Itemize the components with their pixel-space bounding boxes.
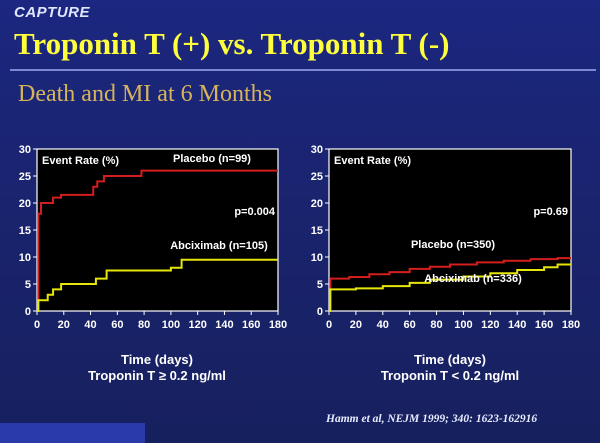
y-tick-label: 0 <box>25 306 31 318</box>
p-value-annotation: p=0.69 <box>533 206 568 218</box>
citation: Hamm et al, NEJM 1999; 340: 1623-162916 <box>326 413 538 425</box>
x-tick-label: 60 <box>111 319 123 331</box>
x-tick-label: 20 <box>350 319 362 331</box>
y-tick-label: 20 <box>19 198 31 210</box>
x-tick-label: 100 <box>162 319 180 331</box>
x-tick-label: 20 <box>58 319 70 331</box>
y-tick-label: 15 <box>19 225 31 237</box>
x-tick-label: 140 <box>215 319 233 331</box>
series-label: Abciximab (n=105) <box>170 240 268 252</box>
y-tick-label: 30 <box>19 144 31 156</box>
brand-label: CAPTURE <box>14 4 91 21</box>
slide-title: Troponin T (+) vs. Troponin T (-) <box>14 26 450 61</box>
plot-area <box>36 148 279 312</box>
plot-area <box>328 148 572 312</box>
chart-panel-2: 0 5 10 15 20 25 30 0 20 40 60 80 100 120 140 160 180 Even… <box>311 144 580 383</box>
series-line-abciximab <box>329 263 571 312</box>
y-tick-label: 5 <box>317 279 323 291</box>
x-tick-label: 160 <box>242 319 260 331</box>
y-tick-label: 25 <box>311 171 323 183</box>
y-tick-label: 5 <box>25 279 31 291</box>
series-label: Placebo (n=99) <box>173 153 251 165</box>
y-tick-label: 10 <box>19 252 31 264</box>
x-tick-label: 60 <box>404 319 416 331</box>
series-line-placebo <box>37 169 278 312</box>
x-axis-sublabel: Troponin T < 0.2 ng/ml <box>381 368 519 383</box>
series-label: Placebo (n=350) <box>411 239 495 251</box>
title-divider <box>10 69 596 71</box>
chart-panel-1: 0 5 10 15 20 25 30 0 20 40 60 80 100 120 140 160 180 Even… <box>19 144 287 383</box>
y-tick-label: 25 <box>19 171 31 183</box>
x-tick-label: 80 <box>138 319 150 331</box>
y-axis-label: Event Rate (%) <box>42 155 119 167</box>
x-tick-label: 80 <box>430 319 442 331</box>
x-tick-label: 40 <box>84 319 96 331</box>
series-line-placebo <box>329 257 571 312</box>
x-axis-label: Time (days) <box>121 352 193 367</box>
y-tick-label: 15 <box>311 225 323 237</box>
footer-strip <box>0 423 145 443</box>
y-tick-label: 0 <box>317 306 323 318</box>
x-tick-label: 0 <box>34 319 40 331</box>
p-value-annotation: p=0.004 <box>234 206 276 218</box>
y-tick-label: 10 <box>311 252 323 264</box>
x-tick-label: 140 <box>508 319 526 331</box>
x-tick-label: 160 <box>535 319 553 331</box>
series-line-abciximab <box>37 258 278 312</box>
series-label: Abciximab (n=336) <box>424 273 522 285</box>
x-tick-label: 0 <box>326 319 332 331</box>
y-axis-label: Event Rate (%) <box>334 155 411 167</box>
x-tick-label: 100 <box>454 319 472 331</box>
x-axis-label: Time (days) <box>414 352 486 367</box>
slide-subtitle: Death and MI at 6 Months <box>18 81 272 107</box>
x-tick-label: 120 <box>481 319 499 331</box>
x-tick-label: 40 <box>377 319 389 331</box>
y-tick-label: 30 <box>311 144 323 156</box>
y-tick-label: 20 <box>311 198 323 210</box>
x-tick-label: 180 <box>562 319 580 331</box>
x-tick-label: 180 <box>269 319 287 331</box>
x-tick-label: 120 <box>188 319 206 331</box>
x-axis-sublabel: Troponin T ≥ 0.2 ng/ml <box>88 368 226 383</box>
